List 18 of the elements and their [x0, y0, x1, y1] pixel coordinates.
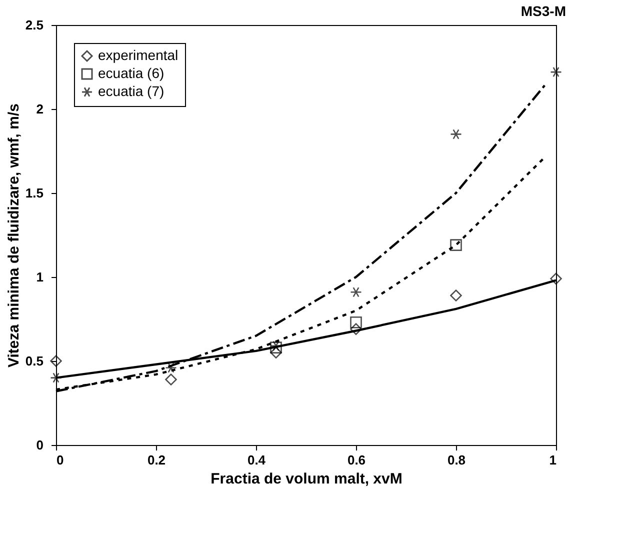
- text: MS3-M: [520, 3, 566, 19]
- y-axis-title: Viteza minima de fluidizare, wmf, m/s: [5, 104, 22, 368]
- x-tick-label: 0: [56, 452, 64, 468]
- legend-label: ecuatia (7): [98, 83, 164, 99]
- x-tick-label: 0.4: [247, 452, 266, 468]
- legend-label: experimental: [98, 47, 178, 63]
- x-axis-title: Fractia de volum malt, xvM: [210, 470, 402, 488]
- x-tick-label: 0.8: [447, 452, 466, 468]
- x-tick-label: 0.2: [147, 452, 166, 468]
- x-tick-label: 0.6: [347, 452, 366, 468]
- y-tick-label: 1.5: [25, 186, 44, 200]
- y-tick-label: 2.5: [25, 18, 44, 32]
- legend-label: ecuatia (6): [98, 65, 164, 81]
- y-tick-label: 0.5: [25, 354, 44, 368]
- y-tick-label: 2: [36, 102, 44, 116]
- y-tick-label: 0: [36, 438, 44, 452]
- y-tick-label: 1: [36, 270, 44, 284]
- x-tick-label: 1: [549, 452, 556, 468]
